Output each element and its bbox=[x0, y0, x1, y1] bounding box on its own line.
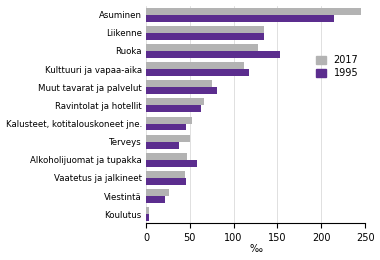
X-axis label: ‰: ‰ bbox=[249, 244, 262, 255]
Bar bbox=[146, 80, 212, 87]
Bar bbox=[146, 51, 280, 58]
Bar bbox=[146, 171, 185, 178]
Bar bbox=[146, 87, 217, 94]
Bar bbox=[146, 8, 361, 15]
Bar bbox=[146, 135, 190, 142]
Bar bbox=[146, 62, 244, 69]
Bar bbox=[146, 117, 192, 124]
Bar bbox=[146, 214, 149, 221]
Bar bbox=[146, 196, 165, 203]
Bar bbox=[146, 105, 201, 112]
Bar bbox=[146, 189, 169, 196]
Bar bbox=[146, 207, 149, 214]
Bar bbox=[146, 33, 264, 40]
Bar bbox=[146, 160, 197, 167]
Bar bbox=[146, 178, 186, 185]
Legend: 2017, 1995: 2017, 1995 bbox=[314, 53, 360, 80]
Bar bbox=[146, 99, 204, 105]
Bar bbox=[146, 69, 249, 76]
Bar bbox=[146, 15, 334, 22]
Bar bbox=[146, 124, 186, 131]
Bar bbox=[146, 26, 264, 33]
Bar bbox=[146, 142, 179, 148]
Bar bbox=[146, 44, 258, 51]
Bar bbox=[146, 153, 187, 160]
